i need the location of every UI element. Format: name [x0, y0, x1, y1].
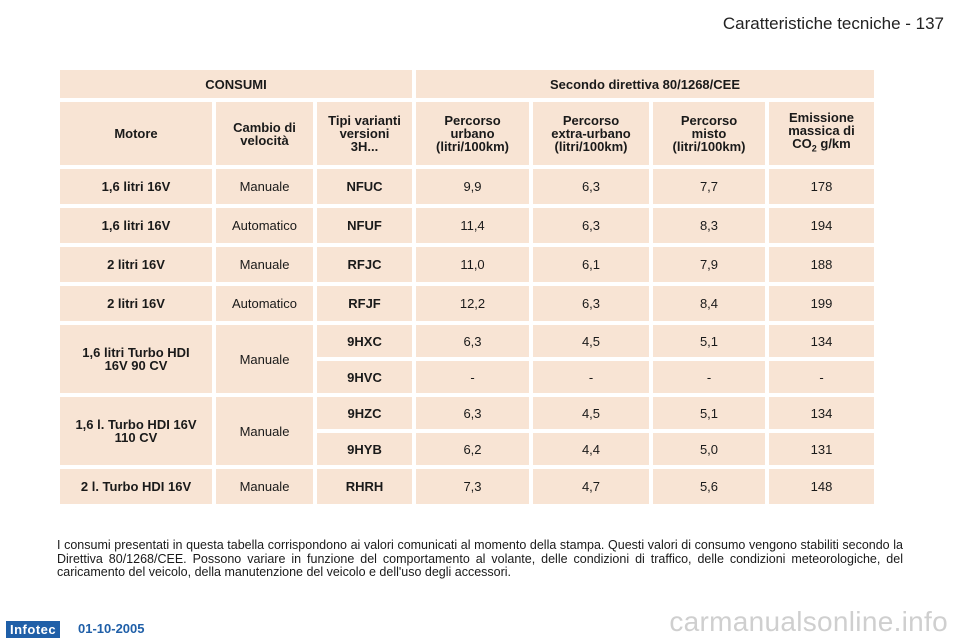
- cell-emissione: 134: [769, 325, 874, 357]
- cell-urbano: 6,2: [416, 433, 529, 465]
- table-row: 2 l. Turbo HDI 16V Manuale RHRH 7,3 4,7 …: [60, 469, 874, 504]
- col-header-misto: Percorso misto (litri/100km): [653, 102, 765, 165]
- cell-emissione: -: [769, 361, 874, 393]
- cell-cambio: Manuale: [216, 397, 313, 465]
- cell-extra-urbano: 6,3: [533, 169, 649, 204]
- cell-misto: -: [653, 361, 765, 393]
- cell-cambio: Automatico: [216, 208, 313, 243]
- cell-emissione: 148: [769, 469, 874, 504]
- cell-tipo: NFUF: [317, 208, 412, 243]
- cell-urbano: -: [416, 361, 529, 393]
- cell-urbano: 9,9: [416, 169, 529, 204]
- cell-motore: 2 l. Turbo HDI 16V: [60, 469, 212, 504]
- cell-emissione: 199: [769, 286, 874, 321]
- cell-extra-urbano: 6,3: [533, 208, 649, 243]
- cell-misto: 8,3: [653, 208, 765, 243]
- cell-cambio: Automatico: [216, 286, 313, 321]
- table-row: 2 litri 16V Automatico RFJF 12,2 6,3 8,4…: [60, 286, 874, 321]
- table-top-header-row: CONSUMI Secondo direttiva 80/1268/CEE: [60, 70, 874, 98]
- col-header-urbano: Percorso urbano (litri/100km): [416, 102, 529, 165]
- table-row: 2 litri 16V Manuale RFJC 11,0 6,1 7,9 18…: [60, 247, 874, 282]
- cell-emissione: 188: [769, 247, 874, 282]
- table-row: 1,6 litri 16V Automatico NFUF 11,4 6,3 8…: [60, 208, 874, 243]
- cell-emissione: 178: [769, 169, 874, 204]
- cell-misto: 5,1: [653, 325, 765, 357]
- cell-urbano: 6,3: [416, 325, 529, 357]
- cell-extra-urbano: -: [533, 361, 649, 393]
- cell-tipo: RHRH: [317, 469, 412, 504]
- cell-extra-urbano: 4,5: [533, 325, 649, 357]
- cell-urbano: 11,0: [416, 247, 529, 282]
- cell-emissione: 134: [769, 397, 874, 429]
- cell-misto: 8,4: [653, 286, 765, 321]
- cell-tipo: 9HXC: [317, 325, 412, 357]
- cell-tipo: 9HVC: [317, 361, 412, 393]
- col-header-emissione: Emissione massica di CO2 g/km: [769, 102, 874, 165]
- cell-emissione: 131: [769, 433, 874, 465]
- cell-urbano: 12,2: [416, 286, 529, 321]
- page-title: Caratteristiche tecniche - 137: [722, 14, 944, 33]
- cell-misto: 5,0: [653, 433, 765, 465]
- cell-motore: 1,6 litri Turbo HDI 16V 90 CV: [60, 325, 212, 393]
- cell-cambio: Manuale: [216, 469, 313, 504]
- cell-motore: 1,6 litri 16V: [60, 169, 212, 204]
- table-row: 1,6 l. Turbo HDI 16V 110 CV Manuale 9HZC …: [60, 397, 874, 465]
- cell-emissione: 194: [769, 208, 874, 243]
- directive-header-cell: Secondo direttiva 80/1268/CEE: [416, 70, 874, 98]
- infotec-logo: Infotec: [6, 621, 61, 638]
- table-column-header-row: Motore Cambio di velocità Tipi varianti ve…: [60, 102, 874, 165]
- consumption-table: CONSUMI Secondo direttiva 80/1268/CEE Mo…: [56, 66, 878, 508]
- col-header-tipi: Tipi varianti versioni 3H...: [317, 102, 412, 165]
- table-row: 9HYB 6,2 4,4 5,0 131: [60, 433, 874, 465]
- table-row: 1,6 litri 16V Manuale NFUC 9,9 6,3 7,7 1…: [60, 169, 874, 204]
- cell-motore: 2 litri 16V: [60, 286, 212, 321]
- cell-extra-urbano: 6,1: [533, 247, 649, 282]
- col-header-motore: Motore: [60, 102, 212, 165]
- cell-extra-urbano: 4,7: [533, 469, 649, 504]
- cell-misto: 7,9: [653, 247, 765, 282]
- cell-extra-urbano: 4,5: [533, 397, 649, 429]
- cell-misto: 5,1: [653, 397, 765, 429]
- col-header-extra-urbano: Percorso extra-urbano (litri/100km): [533, 102, 649, 165]
- cell-cambio: Manuale: [216, 169, 313, 204]
- cell-tipo: RFJF: [317, 286, 412, 321]
- table-row: 1,6 litri Turbo HDI 16V 90 CV Manuale 9HX…: [60, 325, 874, 393]
- watermark: carmanualsonline.info: [669, 606, 948, 637]
- cell-extra-urbano: 6,3: [533, 286, 649, 321]
- cell-misto: 5,6: [653, 469, 765, 504]
- cell-motore: 1,6 litri 16V: [60, 208, 212, 243]
- cell-tipo: RFJC: [317, 247, 412, 282]
- cell-urbano: 7,3: [416, 469, 529, 504]
- cell-tipo: NFUC: [317, 169, 412, 204]
- cell-tipo: 9HZC: [317, 397, 412, 429]
- cell-motore: 1,6 l. Turbo HDI 16V 110 CV: [60, 397, 212, 465]
- cell-urbano: 11,4: [416, 208, 529, 243]
- cell-urbano: 6,3: [416, 397, 529, 429]
- consumption-note: I consumi presentati in questa tabella c…: [57, 538, 903, 579]
- consumi-header-cell: CONSUMI: [60, 70, 412, 98]
- table-row: 9HVC - - - -: [60, 361, 874, 393]
- cell-tipo: 9HYB: [317, 433, 412, 465]
- cell-extra-urbano: 4,4: [533, 433, 649, 465]
- cell-misto: 7,7: [653, 169, 765, 204]
- cell-cambio: Manuale: [216, 247, 313, 282]
- cell-motore: 2 litri 16V: [60, 247, 212, 282]
- col-header-cambio: Cambio di velocità: [216, 102, 313, 165]
- footer-date: 01-10-2005: [78, 621, 145, 636]
- cell-cambio: Manuale: [216, 325, 313, 393]
